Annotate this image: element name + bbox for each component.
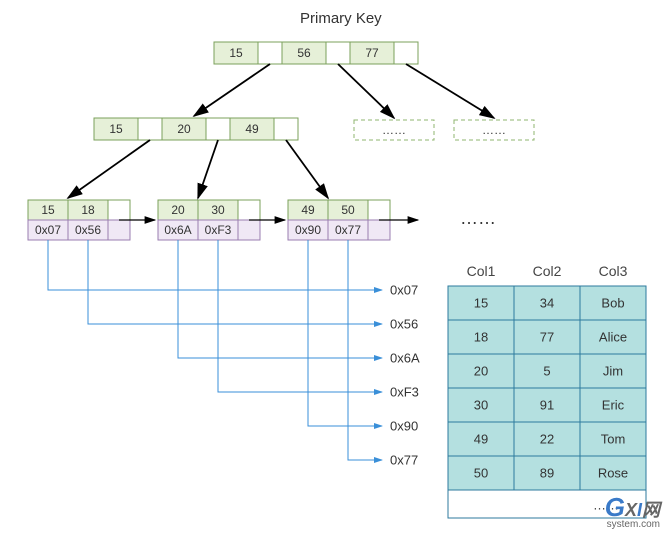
svg-text:Col3: Col3 [599, 263, 628, 279]
svg-text:Alice: Alice [599, 329, 627, 344]
svg-text:50: 50 [341, 203, 355, 217]
svg-text:Tom: Tom [601, 431, 626, 446]
svg-text:15: 15 [229, 46, 243, 60]
svg-text:49: 49 [301, 203, 315, 217]
svg-text:Eric: Eric [602, 397, 625, 412]
svg-text:20: 20 [474, 363, 488, 378]
svg-text:5: 5 [543, 363, 550, 378]
svg-text:Jim: Jim [603, 363, 623, 378]
svg-text:77: 77 [365, 46, 379, 60]
svg-text:20: 20 [171, 203, 185, 217]
svg-text:56: 56 [297, 46, 311, 60]
svg-text:Col2: Col2 [533, 263, 562, 279]
svg-text:49: 49 [474, 431, 488, 446]
watermark: GXI网 system.com [605, 492, 660, 530]
svg-text:15: 15 [474, 295, 488, 310]
svg-text:30: 30 [211, 203, 225, 217]
svg-text:91: 91 [540, 397, 554, 412]
diagram-title: Primary Key [300, 10, 382, 27]
svg-text:50: 50 [474, 465, 488, 480]
svg-text:……: …… [382, 123, 406, 137]
svg-text:……: …… [482, 123, 506, 137]
svg-text:89: 89 [540, 465, 554, 480]
svg-text:0x07: 0x07 [35, 223, 61, 237]
svg-text:Col1: Col1 [467, 263, 496, 279]
svg-text:0x07: 0x07 [390, 282, 418, 297]
svg-text:15: 15 [41, 203, 55, 217]
svg-text:18: 18 [81, 203, 95, 217]
svg-text:49: 49 [245, 122, 259, 136]
svg-text:0xF3: 0xF3 [390, 384, 419, 399]
svg-text:……: …… [460, 208, 496, 228]
svg-text:0x6A: 0x6A [390, 350, 420, 365]
btree-diagram: 15 56 77 15 20 49 …… …… 15 18 0x07 0x56 20 30 0x6A 0xF3… [0, 0, 664, 534]
svg-text:0x77: 0x77 [390, 452, 418, 467]
svg-text:Rose: Rose [598, 465, 628, 480]
svg-text:77: 77 [540, 329, 554, 344]
svg-text:0x90: 0x90 [390, 418, 418, 433]
svg-text:0x56: 0x56 [75, 223, 101, 237]
svg-text:22: 22 [540, 431, 554, 446]
svg-text:0x56: 0x56 [390, 316, 418, 331]
svg-text:34: 34 [540, 295, 554, 310]
svg-text:0xF3: 0xF3 [205, 223, 232, 237]
svg-text:0x77: 0x77 [335, 223, 361, 237]
svg-text:30: 30 [474, 397, 488, 412]
svg-text:15: 15 [109, 122, 123, 136]
svg-text:20: 20 [177, 122, 191, 136]
svg-text:0x90: 0x90 [295, 223, 321, 237]
svg-text:Bob: Bob [601, 295, 624, 310]
svg-text:18: 18 [474, 329, 488, 344]
svg-text:0x6A: 0x6A [164, 223, 191, 237]
